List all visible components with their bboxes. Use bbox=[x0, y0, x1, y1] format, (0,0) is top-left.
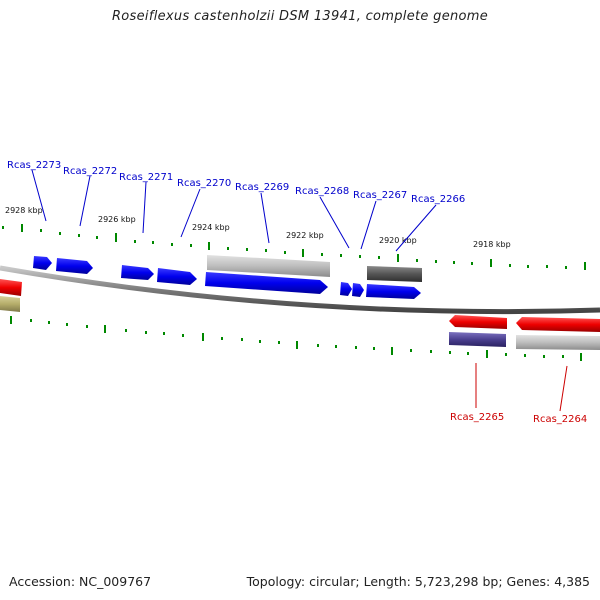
position-label-2920: 2920 kbp bbox=[379, 236, 417, 245]
gene-label-rcas-2268[interactable]: Rcas_2268 bbox=[295, 186, 349, 197]
map-title: Roseiflexus castenholzii DSM 13941, comp… bbox=[111, 9, 489, 24]
leader-rcas-2270 bbox=[180, 188, 201, 238]
gene-label-rcas-2272[interactable]: Rcas_2272 bbox=[63, 166, 117, 177]
gene-arrow-rcas-2271[interactable] bbox=[121, 265, 154, 280]
leader-rcas-2273 bbox=[31, 169, 47, 222]
gene-arrow-rcas-2273[interactable] bbox=[33, 256, 52, 270]
gene-label-rcas-2266[interactable]: Rcas_2266 bbox=[411, 194, 465, 205]
leader-rcas-2267 bbox=[360, 200, 377, 250]
gene-arrow-rcas-2267[interactable] bbox=[352, 283, 364, 297]
leader-rcas-2272 bbox=[79, 175, 91, 227]
reverse-strand-genes bbox=[0, 279, 600, 350]
leader-rcas-2271 bbox=[142, 181, 147, 234]
gene-arrow-rcas-2268[interactable] bbox=[340, 282, 352, 296]
gene-arrow-rcas-2266[interactable] bbox=[366, 284, 421, 299]
gene-label-rcas-2267[interactable]: Rcas_2267 bbox=[353, 190, 407, 201]
gene-label-rcas-2270[interactable]: Rcas_2270 bbox=[177, 178, 231, 189]
gene-label-rcas-2269[interactable]: Rcas_2269 bbox=[235, 182, 289, 193]
leader-rcas-2266 bbox=[395, 204, 437, 252]
position-label-2922: 2922 kbp bbox=[286, 231, 324, 240]
position-label-2926: 2926 kbp bbox=[98, 215, 136, 224]
gene-arrow-left-edge[interactable] bbox=[0, 279, 22, 296]
gene-label-rcas-2271[interactable]: Rcas_2271 bbox=[119, 172, 173, 183]
forward-gene-labels bbox=[31, 169, 437, 252]
gene-label-rcas-2265[interactable]: Rcas_2265 bbox=[450, 412, 504, 423]
leader-rcas-2268 bbox=[319, 196, 350, 249]
leader-rcas-2264 bbox=[559, 365, 568, 412]
gene-label-rcas-2273[interactable]: Rcas_2273 bbox=[7, 160, 61, 171]
olive-feature-left-edge bbox=[0, 296, 20, 312]
gene-arrow-rcas-2264[interactable] bbox=[516, 317, 600, 332]
gene-arrow-rcas-2269[interactable] bbox=[205, 272, 328, 294]
gene-label-rcas-2264[interactable]: Rcas_2264 bbox=[533, 414, 587, 425]
upper-tick-row bbox=[2, 224, 586, 270]
position-label-2924: 2924 kbp bbox=[192, 223, 230, 232]
gene-arrow-rcas-2270[interactable] bbox=[157, 268, 197, 285]
purple-feature-lower bbox=[449, 332, 506, 347]
dark-feature-upper bbox=[367, 266, 422, 282]
gene-arrow-rcas-2265[interactable] bbox=[449, 315, 507, 329]
gray-feature-upper bbox=[207, 255, 330, 277]
leader-rcas-2269 bbox=[260, 192, 270, 244]
genome-backbone bbox=[0, 265, 600, 315]
lower-tick-row bbox=[10, 316, 582, 361]
gene-arrow-rcas-2272[interactable] bbox=[56, 258, 93, 274]
position-label-2918: 2918 kbp bbox=[473, 240, 511, 249]
position-label-2928: 2928 kbp bbox=[5, 206, 43, 215]
genome-summary-text: Topology: circular; Length: 5,723,298 bp… bbox=[246, 574, 590, 589]
accession-text: Accession: NC_009767 bbox=[9, 574, 152, 589]
forward-strand-genes bbox=[33, 256, 421, 299]
reverse-gene-labels bbox=[475, 363, 568, 412]
gray-feature-lower bbox=[516, 335, 600, 350]
